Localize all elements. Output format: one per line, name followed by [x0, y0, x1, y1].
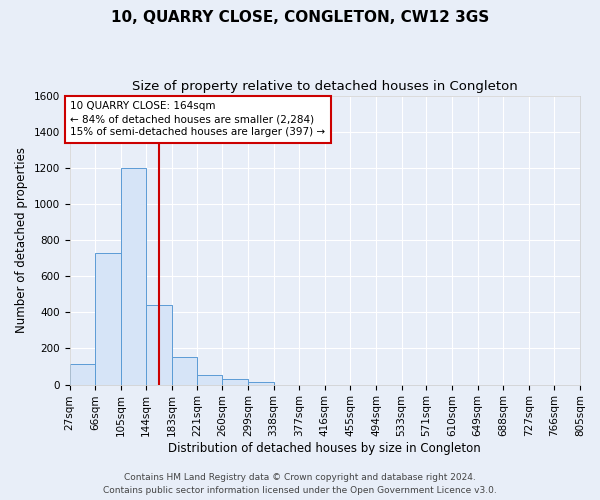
Title: Size of property relative to detached houses in Congleton: Size of property relative to detached ho…	[132, 80, 518, 93]
Bar	[146, 305, 172, 384]
Y-axis label: Number of detached properties: Number of detached properties	[15, 147, 28, 333]
Text: Contains HM Land Registry data © Crown copyright and database right 2024.
Contai: Contains HM Land Registry data © Crown c…	[103, 474, 497, 495]
Bar	[197, 374, 223, 384]
Bar	[248, 382, 274, 384]
X-axis label: Distribution of detached houses by size in Congleton: Distribution of detached houses by size …	[169, 442, 481, 455]
Text: 10, QUARRY CLOSE, CONGLETON, CW12 3GS: 10, QUARRY CLOSE, CONGLETON, CW12 3GS	[111, 10, 489, 25]
Text: 10 QUARRY CLOSE: 164sqm
← 84% of detached houses are smaller (2,284)
15% of semi: 10 QUARRY CLOSE: 164sqm ← 84% of detache…	[70, 101, 325, 138]
Bar	[70, 364, 95, 384]
Bar	[172, 358, 197, 384]
Bar	[95, 252, 121, 384]
Bar	[121, 168, 146, 384]
Bar	[223, 379, 248, 384]
